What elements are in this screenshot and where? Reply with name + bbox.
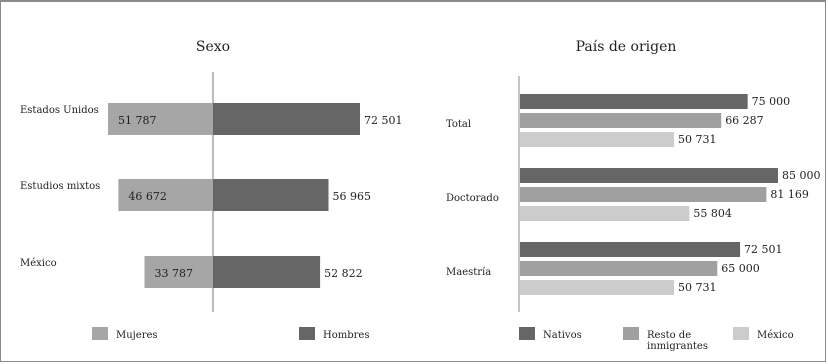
- bar-nativos-maestria: [520, 242, 741, 257]
- right-chart-title: País de origen: [576, 39, 677, 55]
- legend-label-1-mexico: México: [757, 330, 794, 341]
- data-label-nativos-doctorado: 85 000: [782, 169, 821, 182]
- legend-label-0-hombres: Hombres: [323, 330, 369, 341]
- data-label-mujeres-estados-unidos: 51 787: [118, 114, 157, 127]
- bar-hombres-estados-unidos: [213, 103, 360, 135]
- legend-swatch-1-mexico: [733, 327, 749, 340]
- data-label-hombres-estados-unidos: 72 501: [364, 114, 403, 127]
- bar-mujeres-mexico: [144, 256, 213, 288]
- data-label-nativos-maestria: 72 501: [744, 243, 783, 256]
- bar-mexico-maestria: [520, 280, 674, 295]
- left-chart-title: Sexo: [196, 39, 230, 55]
- category-label-doctorado: Doctorado: [446, 193, 499, 204]
- bar-hombres-mexico: [213, 256, 321, 288]
- category-label-total: Total: [446, 119, 471, 130]
- bar-hombres-estudios-mixtos: [213, 179, 329, 211]
- data-label-mujeres-mexico: 33 787: [154, 267, 193, 280]
- data-label-resto-de-inmigrantes-maestria: 65 000: [721, 262, 760, 275]
- bar-resto-de-inmigrantes-total: [520, 113, 722, 128]
- data-label-nativos-total: 75 000: [752, 95, 791, 108]
- data-label-mexico-maestria: 50 731: [678, 281, 717, 294]
- data-label-hombres-estudios-mixtos: 56 965: [332, 190, 371, 203]
- bar-mexico-doctorado: [520, 206, 690, 221]
- bar-nativos-total: [520, 94, 748, 109]
- category-label-maestria: Maestría: [446, 267, 491, 278]
- category-label-mexico: México: [20, 258, 57, 269]
- legend-label-0-mujeres: Mujeres: [116, 330, 158, 341]
- category-label-estados-unidos: Estados Unidos: [20, 105, 99, 116]
- bar-nativos-doctorado: [520, 168, 778, 183]
- right-chart-plot: Total 75 000 66 287 50 731 Doctorado 85 000 81…: [446, 76, 821, 312]
- legend-swatch-0-mujeres: [92, 327, 108, 340]
- legend-swatch-1-nativos: [519, 327, 535, 340]
- bar-mexico-total: [520, 132, 674, 147]
- bar-resto-de-inmigrantes-maestria: [520, 261, 718, 276]
- legend-swatch-1-resto-de-inmigrantes: [623, 327, 639, 340]
- data-label-mujeres-estudios-mixtos: 46 672: [128, 190, 167, 203]
- data-label-resto-de-inmigrantes-total: 66 287: [725, 114, 764, 127]
- data-label-mexico-doctorado: 55 804: [693, 207, 732, 220]
- data-label-mexico-total: 50 731: [678, 133, 717, 146]
- data-label-hombres-mexico: 52 822: [324, 267, 363, 280]
- legend-swatch-0-hombres: [299, 327, 315, 340]
- data-label-resto-de-inmigrantes-doctorado: 81 169: [770, 188, 809, 201]
- category-label-estudios-mixtos: Estudios mixtos: [20, 181, 100, 192]
- bar-mujeres-estados-unidos: [107, 103, 213, 135]
- legend: Mujeres Hombres Nativos Resto de inmigrantes…: [92, 327, 794, 352]
- bar-resto-de-inmigrantes-doctorado: [520, 187, 767, 202]
- bar-mujeres-estudios-mixtos: [118, 179, 213, 211]
- legend-label-1-nativos: Nativos: [543, 330, 582, 341]
- left-chart-plot: Estados Unidos 51 787 72 501 Estudios mixto…: [20, 72, 403, 312]
- legend-label-1-resto-de-inmigrantes: Resto de inmigrantes: [647, 330, 708, 352]
